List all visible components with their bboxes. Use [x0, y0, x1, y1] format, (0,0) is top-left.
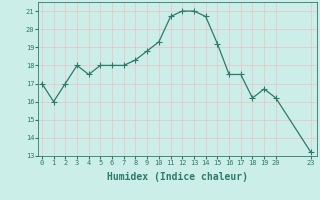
X-axis label: Humidex (Indice chaleur): Humidex (Indice chaleur) — [107, 172, 248, 182]
